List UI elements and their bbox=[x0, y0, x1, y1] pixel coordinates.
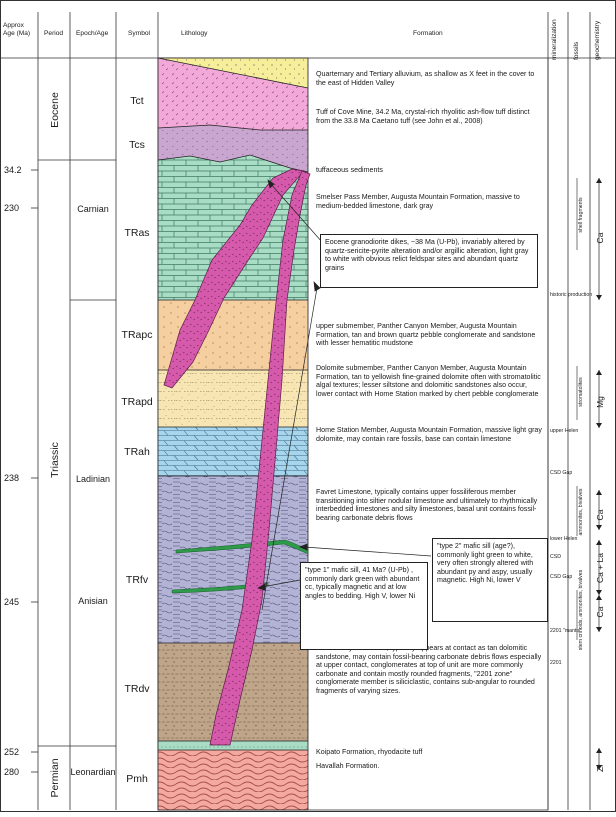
fossil-label: shell fragments bbox=[578, 197, 584, 233]
period-label: Triassic bbox=[49, 442, 61, 478]
mineralization-label: CSD Gap bbox=[550, 574, 572, 580]
mineralization-label: CSD Gap bbox=[550, 470, 572, 476]
header-symbol: Symbol bbox=[128, 30, 151, 37]
symbol-label: Tcs bbox=[129, 139, 145, 151]
leader-sill2-arrow bbox=[299, 543, 308, 551]
geochem-label: Ca bbox=[595, 606, 605, 617]
geochem-arrow-up bbox=[596, 540, 602, 545]
geochem-arrow-down bbox=[596, 765, 602, 770]
desc-pmh: Havallah Formation. bbox=[316, 762, 380, 770]
header-epoch: Epoch/Age bbox=[76, 30, 109, 37]
geochem-arrow-up bbox=[596, 178, 602, 183]
desc-tras: Smelser Pass Member, Augusta Mountain Fo… bbox=[316, 193, 520, 210]
desc-trdv: Dixie Valley Formation, typically appear… bbox=[316, 644, 542, 695]
symbol-label: TRdv bbox=[124, 683, 150, 695]
unit-trapd-dolomite bbox=[158, 370, 308, 427]
epoch-label: Ladinian bbox=[76, 474, 110, 484]
geochem-arrow-down bbox=[596, 627, 602, 632]
mineralization-label: historic production bbox=[550, 292, 592, 298]
callout-type2-sill: "type 2" mafic sill (age?), commonly lig… bbox=[432, 538, 548, 622]
geochem-arrow-up bbox=[596, 490, 602, 495]
header-lithology: Lithology bbox=[181, 30, 208, 37]
fossil-label: ammonites, bivalves bbox=[578, 488, 584, 535]
symbol-label: TRas bbox=[124, 227, 149, 239]
desc-tct: Quarternary and Tertiary alluvium, as sh… bbox=[316, 70, 535, 87]
desc-trah: Home Station Member, Augusta Mountain Fo… bbox=[316, 426, 542, 443]
age-label: 230 bbox=[4, 203, 19, 213]
geochem-label: Ca bbox=[595, 232, 605, 243]
leader-dike-lower-arrow bbox=[313, 281, 321, 292]
unit-tcs-tuff bbox=[158, 58, 308, 130]
header-period: Period bbox=[44, 30, 63, 37]
unit-trah-dolomite bbox=[158, 427, 308, 476]
granodiorite-dike-lower bbox=[209, 170, 311, 746]
geochem-arrow-up bbox=[596, 748, 602, 753]
age-label: 252 bbox=[4, 747, 19, 757]
leader-dike-lower bbox=[261, 287, 318, 611]
epoch-label: Leonardian bbox=[70, 767, 115, 777]
geochem-label: Mg bbox=[595, 396, 605, 408]
sill-type2 bbox=[175, 539, 309, 555]
callout-type1-sill: "type 1" mafic sill, 41 Ma? (U-Pb) , com… bbox=[300, 562, 428, 650]
age-label: 245 bbox=[4, 597, 19, 607]
lithology-column bbox=[157, 57, 311, 811]
geochem-arrow-up bbox=[596, 370, 602, 375]
geochem-arrow-down bbox=[596, 423, 602, 428]
header-formation: Formation bbox=[413, 30, 443, 37]
header-age-line1: Approx bbox=[3, 22, 25, 29]
header-fossils: fossils bbox=[573, 41, 580, 60]
unit-trfv-limestone bbox=[158, 476, 308, 643]
leader-dike-upper bbox=[269, 182, 323, 243]
age-label: 34.2 bbox=[4, 165, 22, 175]
geochem-arrow-down bbox=[596, 590, 602, 595]
period-label: Permian bbox=[49, 758, 61, 797]
epoch-label: Anisian bbox=[78, 596, 108, 606]
symbol-label: TRapd bbox=[121, 396, 153, 408]
header-mineralization: mineralization bbox=[551, 19, 558, 60]
callout-granodiorite-dikes: Eocene granodiorite dikes, ~38 Ma (U-Pb)… bbox=[320, 234, 538, 288]
mineralization-label: upper Helen bbox=[550, 428, 578, 434]
right-annotation-columns: historic production upper Helen CSD Gap low… bbox=[550, 178, 605, 772]
geochem-label: Ca + La bbox=[595, 553, 605, 583]
period-label: Eocene bbox=[49, 92, 61, 128]
age-label: 280 bbox=[4, 767, 19, 777]
geochem-arrow-down bbox=[596, 525, 602, 530]
fossil-label: stromatolites bbox=[578, 377, 584, 407]
mineralization-label: 2201 bbox=[550, 660, 562, 666]
header-geochemistry: geochemistry bbox=[594, 20, 601, 60]
unit-koipato-tuff bbox=[158, 741, 308, 750]
desc-trfv: Favret Limestone, typically contains upp… bbox=[316, 488, 538, 522]
mineralization-label: 2201 "manto" bbox=[550, 628, 581, 634]
desc-trapc: upper submember, Panther Canyon Member, … bbox=[316, 322, 536, 348]
mineralization-label: CSD bbox=[550, 554, 561, 560]
desc-trapd: Dolomite submember, Panther Canyon Membe… bbox=[316, 364, 541, 398]
symbol-label: TRapc bbox=[122, 329, 153, 341]
desc-tcs-sediments: tuffaceous sediments bbox=[316, 166, 383, 174]
header-age-line2: Age (Ma) bbox=[3, 30, 30, 37]
geochem-label: Ca bbox=[595, 509, 605, 520]
leader-sill1 bbox=[261, 579, 301, 588]
unit-tcs-sediments bbox=[158, 125, 308, 172]
desc-tcs-tuff: Tuff of Cove Mine, 34.2 Ma, crystal-rich… bbox=[316, 108, 530, 125]
desc-koipato: Koipato Formation, rhyodacite tuff bbox=[316, 748, 423, 756]
symbol-label: TRah bbox=[124, 446, 150, 458]
age-label: 238 bbox=[4, 473, 19, 483]
geochem-arrow-up bbox=[596, 595, 602, 600]
leader-sill1-arrow bbox=[257, 583, 266, 591]
geochem-arrow-down bbox=[596, 295, 602, 300]
symbol-label: TRfv bbox=[126, 574, 149, 586]
unit-pmh-havallah bbox=[158, 750, 308, 810]
symbol-label: Tct bbox=[130, 95, 144, 107]
symbol-label: Pmh bbox=[126, 773, 148, 785]
mineralization-label: lower Helen bbox=[550, 536, 578, 542]
epoch-label: Carnian bbox=[77, 204, 109, 214]
fossil-label: stem crinoids, ammonites, bivalves bbox=[578, 569, 584, 650]
leader-dike-upper-arrow bbox=[267, 179, 275, 189]
leader-sill2 bbox=[303, 546, 432, 557]
